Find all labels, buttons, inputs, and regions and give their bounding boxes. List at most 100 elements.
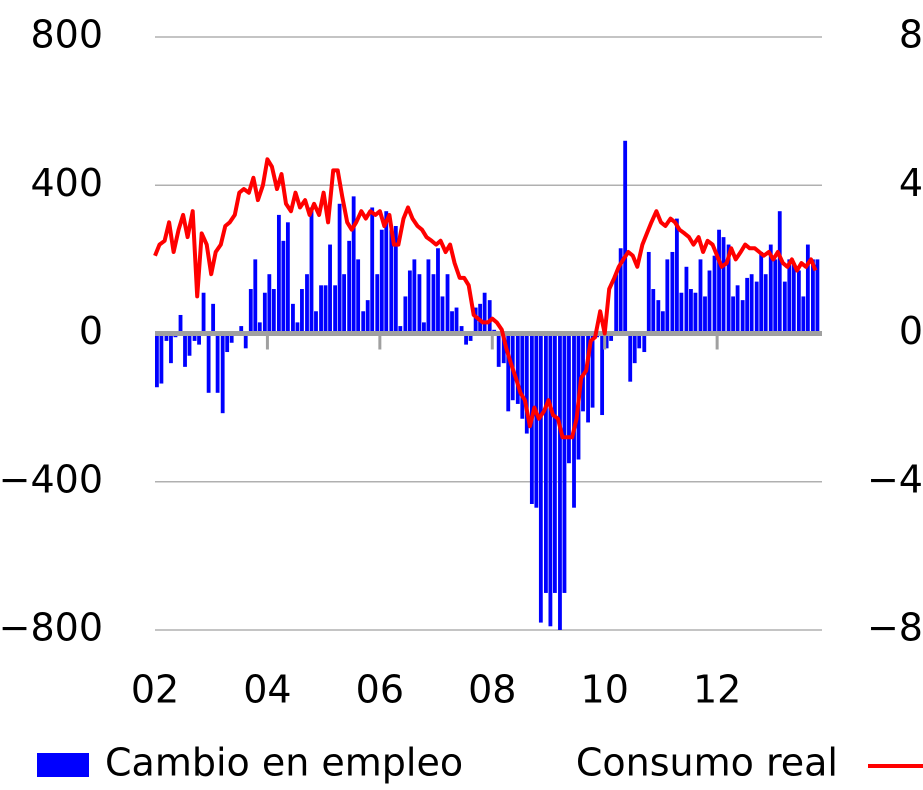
- bar: [183, 333, 187, 367]
- x-tick-label: 12: [693, 668, 741, 712]
- bar: [393, 226, 398, 334]
- bar: [731, 296, 736, 334]
- bar: [295, 322, 300, 334]
- bar: [267, 274, 272, 334]
- bar: [305, 274, 309, 334]
- bar: [707, 270, 712, 334]
- bar: [618, 248, 623, 334]
- bar: [464, 333, 468, 345]
- x-tick-label: 08: [468, 668, 516, 712]
- bar: [759, 251, 764, 334]
- bar: [740, 300, 745, 334]
- bar: [239, 326, 244, 334]
- bar: [524, 333, 529, 434]
- x-tick-label: 10: [581, 668, 629, 712]
- bar: [426, 259, 431, 334]
- bar: [623, 140, 628, 334]
- bar: [431, 274, 436, 334]
- bar: [646, 251, 651, 334]
- bar: [773, 259, 778, 334]
- bar: [422, 322, 426, 334]
- legend-label: Consumo real: [576, 741, 838, 785]
- bar: [412, 259, 417, 334]
- bar: [674, 218, 679, 334]
- bar: [496, 333, 501, 367]
- bar: [323, 285, 328, 334]
- bar: [319, 285, 323, 334]
- x-tick-label: 02: [131, 668, 179, 712]
- bar: [703, 296, 707, 334]
- bar: [225, 333, 230, 353]
- bar: [347, 240, 352, 334]
- bar: [487, 300, 492, 334]
- bar: [805, 244, 810, 334]
- y-tick-label: −800: [0, 606, 103, 650]
- bar: [379, 229, 384, 334]
- bar: [651, 289, 656, 334]
- bar: [562, 333, 567, 593]
- bar: [815, 259, 820, 334]
- bar: [777, 211, 782, 334]
- bar: [403, 296, 408, 334]
- bar: [169, 333, 173, 364]
- bar: [300, 289, 304, 334]
- bar: [309, 207, 314, 334]
- bar: [398, 326, 403, 334]
- bar: [628, 333, 633, 382]
- bar: [632, 333, 637, 364]
- bar: [361, 311, 366, 334]
- bar: [534, 333, 539, 508]
- bar: [679, 292, 684, 334]
- bar: [253, 259, 258, 334]
- bar: [197, 333, 201, 345]
- bar: [717, 229, 721, 334]
- bar: [637, 333, 642, 349]
- bar: [735, 285, 740, 334]
- bar: [445, 274, 450, 334]
- bar: [328, 244, 332, 334]
- bar: [787, 259, 792, 334]
- bar: [791, 263, 796, 334]
- bar: [515, 333, 520, 404]
- bar: [712, 255, 717, 334]
- bar: [440, 296, 445, 334]
- bar: [567, 333, 571, 464]
- bar: [768, 244, 773, 334]
- legend-label: Cambio en empleo: [105, 741, 463, 785]
- y-tick-label: 800: [30, 13, 103, 57]
- bar: [693, 292, 698, 334]
- bar: [665, 259, 670, 334]
- bar: [276, 214, 281, 334]
- bar: [754, 281, 759, 334]
- bar: [782, 281, 787, 334]
- bar: [656, 300, 661, 334]
- bar: [314, 311, 318, 334]
- bar: [192, 333, 197, 341]
- y2-tick-label: 0: [899, 309, 923, 353]
- bar: [558, 333, 562, 630]
- bar: [365, 300, 370, 334]
- bar: [473, 307, 478, 334]
- bar: [342, 274, 347, 334]
- bar: [689, 289, 693, 334]
- bar: [178, 314, 183, 334]
- bar: [370, 207, 375, 334]
- bar: [257, 322, 262, 334]
- bar: [801, 296, 806, 334]
- bar: [389, 229, 394, 334]
- bar: [407, 270, 412, 334]
- y2-tick-label: −8: [867, 606, 923, 650]
- bar: [375, 274, 380, 334]
- bar: [698, 259, 703, 334]
- bar: [609, 333, 614, 341]
- bar: [482, 292, 487, 334]
- bar: [614, 274, 619, 334]
- bar: [164, 333, 169, 341]
- bar: [543, 333, 548, 593]
- y2-tick-label: 8: [899, 13, 923, 57]
- y-tick-label: 0: [79, 309, 103, 353]
- bar: [187, 333, 192, 356]
- bar: [436, 248, 440, 334]
- bar: [417, 274, 422, 334]
